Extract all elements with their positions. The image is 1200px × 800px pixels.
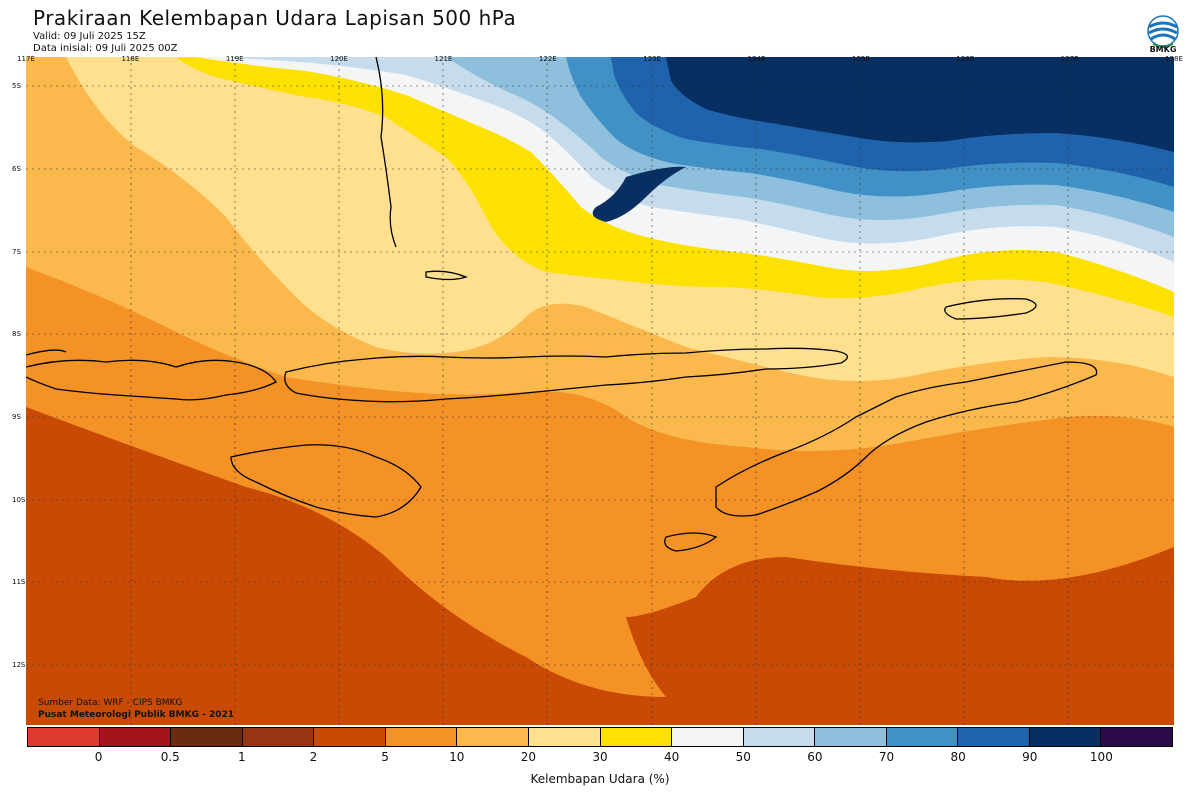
colorbar-tick-label: 60 bbox=[807, 750, 823, 764]
colorbar-swatch bbox=[958, 728, 1030, 746]
colorbar-swatch bbox=[314, 728, 386, 746]
initial-time: Data inisial: 09 Juli 2025 00Z bbox=[33, 43, 178, 54]
colorbar-swatch bbox=[886, 728, 959, 746]
lon-label: 121E bbox=[434, 55, 453, 63]
lon-label: 126E bbox=[956, 55, 975, 63]
colorbar-swatch bbox=[171, 728, 243, 746]
coast-rote-savu bbox=[664, 532, 718, 552]
region-90-100 bbox=[666, 57, 1174, 152]
colorbar-swatch bbox=[99, 728, 172, 746]
bmkg-logo bbox=[1147, 15, 1179, 48]
lat-label: 5S bbox=[12, 82, 21, 90]
colorbar-swatch bbox=[28, 728, 100, 746]
lon-label: 123E bbox=[643, 55, 662, 63]
coast-sulawesi bbox=[375, 57, 397, 248]
lon-label: 127E bbox=[1060, 55, 1079, 63]
lon-label: 125E bbox=[852, 55, 870, 63]
colorbar-swatch bbox=[528, 728, 601, 746]
colorbar-tick-label: 10 bbox=[449, 750, 465, 764]
lon-label: 124E bbox=[747, 55, 766, 63]
lat-label: 11S bbox=[12, 578, 26, 586]
lon-label: 120E bbox=[330, 55, 348, 63]
lon-label: 119E bbox=[225, 55, 244, 63]
humidity-map bbox=[26, 57, 1174, 725]
colorbar-swatch bbox=[1029, 728, 1102, 746]
coastlines bbox=[26, 57, 1098, 552]
lon-label: 122E bbox=[538, 55, 557, 63]
colorbar-tick-label: 0 bbox=[94, 750, 103, 764]
lat-label: 8S bbox=[12, 330, 21, 338]
colorbar-swatch bbox=[815, 728, 887, 746]
colorbar-swatch bbox=[385, 728, 458, 746]
colorbar-tick-label: 80 bbox=[950, 750, 966, 764]
colorbar-swatch bbox=[457, 728, 529, 746]
lat-label: 7S bbox=[12, 248, 21, 256]
region-90-100-plume bbox=[592, 166, 686, 222]
colorbar-swatch bbox=[743, 728, 816, 746]
bmkg-logo-text: BMKG bbox=[1149, 45, 1177, 54]
colorbar-tick-label: 50 bbox=[735, 750, 751, 764]
colorbar-swatch bbox=[242, 728, 315, 746]
coast-flores bbox=[284, 347, 848, 403]
colorbar-tick-label: 0.5 bbox=[160, 750, 180, 764]
map-frame bbox=[26, 57, 1174, 725]
colorbar-swatch bbox=[600, 728, 673, 746]
organization-text: Pusat Meteorologi Publik BMKG - 2021 bbox=[38, 710, 235, 720]
colorbar-tick-label: 1 bbox=[238, 750, 246, 764]
colorbar-swatch bbox=[1101, 728, 1172, 746]
lon-label: 128E bbox=[1165, 55, 1183, 63]
coast-sumbawa-lombok bbox=[26, 359, 277, 401]
lon-label: 118E bbox=[121, 55, 140, 63]
map-title: Prakiraan Kelembapan Udara Lapisan 500 h… bbox=[33, 6, 517, 30]
colorbar bbox=[27, 727, 1173, 747]
colorbar-tick-label: 20 bbox=[520, 750, 537, 764]
colorbar-swatch bbox=[672, 728, 744, 746]
coast-sumba bbox=[230, 444, 422, 518]
colorbar-tick-label: 5 bbox=[381, 750, 389, 764]
coast-timor bbox=[715, 361, 1098, 517]
colorbar-tick-label: 30 bbox=[592, 750, 608, 764]
colorbar-tick-label: 90 bbox=[1022, 750, 1038, 764]
coast-wetar bbox=[944, 298, 1037, 320]
coast-islands-n bbox=[425, 270, 468, 281]
lat-label: 12S bbox=[12, 661, 26, 669]
colorbar-tick-label: 40 bbox=[663, 750, 680, 764]
source-text: Sumber Data: WRF - CIPS BMKG bbox=[38, 698, 183, 708]
colorbar-tick-label: 100 bbox=[1089, 750, 1113, 764]
lat-label: 6S bbox=[12, 165, 21, 173]
lon-label: 117E bbox=[17, 55, 35, 63]
lat-label: 9S bbox=[12, 413, 21, 421]
valid-time: Valid: 09 Juli 2025 15Z bbox=[33, 31, 146, 42]
colorbar-tick-label: 70 bbox=[878, 750, 895, 764]
lat-label: 10S bbox=[12, 496, 26, 504]
colorbar-unit-label: Kelembapan Udara (%) bbox=[530, 772, 670, 786]
colorbar-tick-label: 2 bbox=[309, 750, 318, 764]
coast-australia-edge bbox=[26, 349, 67, 356]
